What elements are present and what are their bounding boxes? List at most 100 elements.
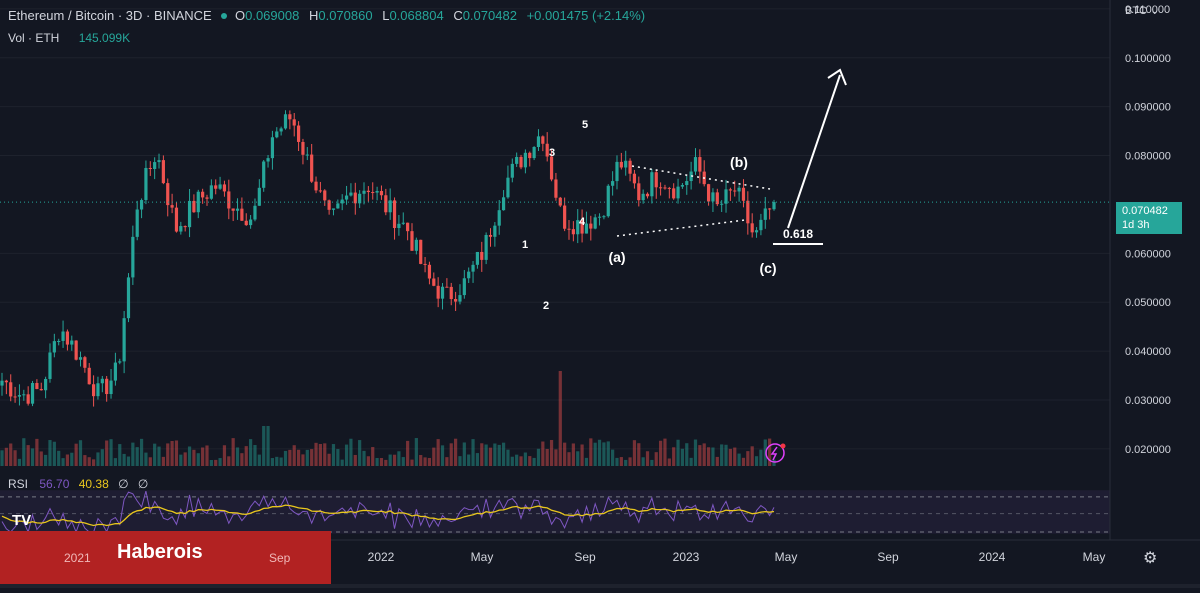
candle	[44, 378, 48, 391]
candle	[593, 217, 597, 229]
volume-bar	[310, 449, 314, 466]
candle	[580, 220, 584, 234]
volume-bar	[113, 458, 118, 466]
volume-bar	[702, 443, 706, 466]
candle	[462, 278, 466, 296]
volume-bar	[406, 440, 410, 466]
candle	[105, 378, 109, 395]
candle	[244, 220, 248, 226]
symbol-legend[interactable]: Ethereum / Bitcoin · 3D · BINANCE O0.069…	[8, 8, 645, 23]
volume-value: 145.099K	[78, 31, 131, 45]
volume-bar	[122, 453, 126, 466]
volume-bar	[179, 454, 183, 466]
candle	[737, 187, 741, 192]
symbol-title[interactable]: Ethereum / Bitcoin · 3D · BINANCE	[8, 8, 212, 23]
candle	[344, 195, 349, 200]
volume-bar	[619, 457, 623, 466]
candle	[427, 264, 432, 279]
volume-bar	[449, 443, 453, 466]
volume-bar	[214, 459, 218, 466]
candle	[519, 156, 523, 168]
volume-bar	[685, 443, 689, 466]
candle	[619, 161, 623, 168]
brand-watermark: 2021 Haberois Sep	[0, 531, 331, 588]
volume-bar	[410, 459, 414, 466]
volume-bar	[597, 439, 602, 466]
wave-label: (c)	[759, 260, 776, 276]
candle	[314, 181, 318, 191]
candle	[471, 264, 475, 272]
volume-bar	[170, 440, 174, 466]
candle	[632, 173, 637, 184]
volume-bar	[183, 452, 187, 466]
volume-bar	[698, 445, 702, 466]
candle	[183, 226, 187, 228]
candle	[179, 226, 183, 232]
volume-bar	[611, 449, 615, 466]
triangle-lower-line	[616, 219, 746, 237]
candle	[454, 299, 458, 302]
volume-bar	[187, 446, 192, 466]
candle	[672, 188, 676, 199]
volume-bar	[296, 449, 301, 466]
volume-bar	[467, 454, 471, 466]
settings-icon[interactable]: ⚙	[1143, 550, 1158, 567]
volume-bar	[192, 449, 196, 466]
volume-bar	[497, 444, 501, 466]
time-tick-label: 2022	[368, 550, 395, 564]
price-tick-label: 0.020000	[1125, 444, 1171, 456]
volume-bar	[126, 456, 131, 466]
candle	[733, 190, 737, 192]
tradingview-logo[interactable]: TV	[12, 512, 32, 529]
close-label: C	[453, 8, 463, 23]
candle	[419, 239, 423, 264]
volume-bar	[658, 440, 663, 466]
annotations: 1 2 3 4 5 (a) (b) (c) 0.618	[0, 68, 1110, 463]
volume-bar	[754, 456, 759, 466]
volume-bar	[65, 454, 70, 466]
volume-legend[interactable]: Vol · ETH 145.099K	[8, 31, 130, 45]
last-price-value: 0.070482	[1122, 205, 1168, 217]
volume-bar	[545, 448, 549, 466]
volume-bar	[706, 447, 711, 466]
volume-bar	[746, 451, 750, 466]
candle	[126, 277, 131, 319]
candle	[192, 200, 196, 213]
volume-bar	[650, 459, 654, 466]
volume-bar	[153, 443, 157, 466]
volume-bar	[166, 443, 170, 466]
volume-bar	[174, 440, 179, 466]
candle	[161, 160, 165, 184]
candle	[746, 200, 750, 224]
candle	[467, 271, 471, 279]
low-value: 0.068804	[389, 8, 444, 23]
candle	[35, 383, 39, 389]
candle	[658, 187, 663, 189]
volume-bar	[26, 445, 30, 466]
volume-bar	[157, 446, 161, 466]
volume-bar	[318, 443, 322, 466]
volume-bar	[663, 438, 667, 466]
volume-bar	[737, 453, 741, 466]
candle	[48, 352, 52, 379]
candle	[698, 157, 702, 172]
candle	[87, 367, 91, 385]
candle	[26, 394, 30, 404]
rsi-ma-line	[1, 504, 775, 527]
rsi-legend[interactable]: RSI 56.70 40.38 ∅ ∅	[8, 477, 148, 491]
bottom-toolbar[interactable]	[0, 584, 1200, 588]
volume-bar	[445, 457, 449, 466]
volume-bar	[240, 453, 244, 466]
candle	[144, 167, 148, 201]
currency-selector[interactable]: BTC ⌄	[1125, 4, 1159, 17]
candle	[288, 114, 292, 120]
time-tick: 2021	[64, 551, 91, 565]
volume-bar	[323, 443, 327, 466]
volume-bar	[244, 446, 248, 466]
volume-bar	[693, 439, 698, 466]
price-tick-label: 0.030000	[1125, 395, 1171, 407]
volume-bar	[750, 446, 754, 466]
candle	[353, 192, 357, 204]
candle	[240, 208, 244, 221]
